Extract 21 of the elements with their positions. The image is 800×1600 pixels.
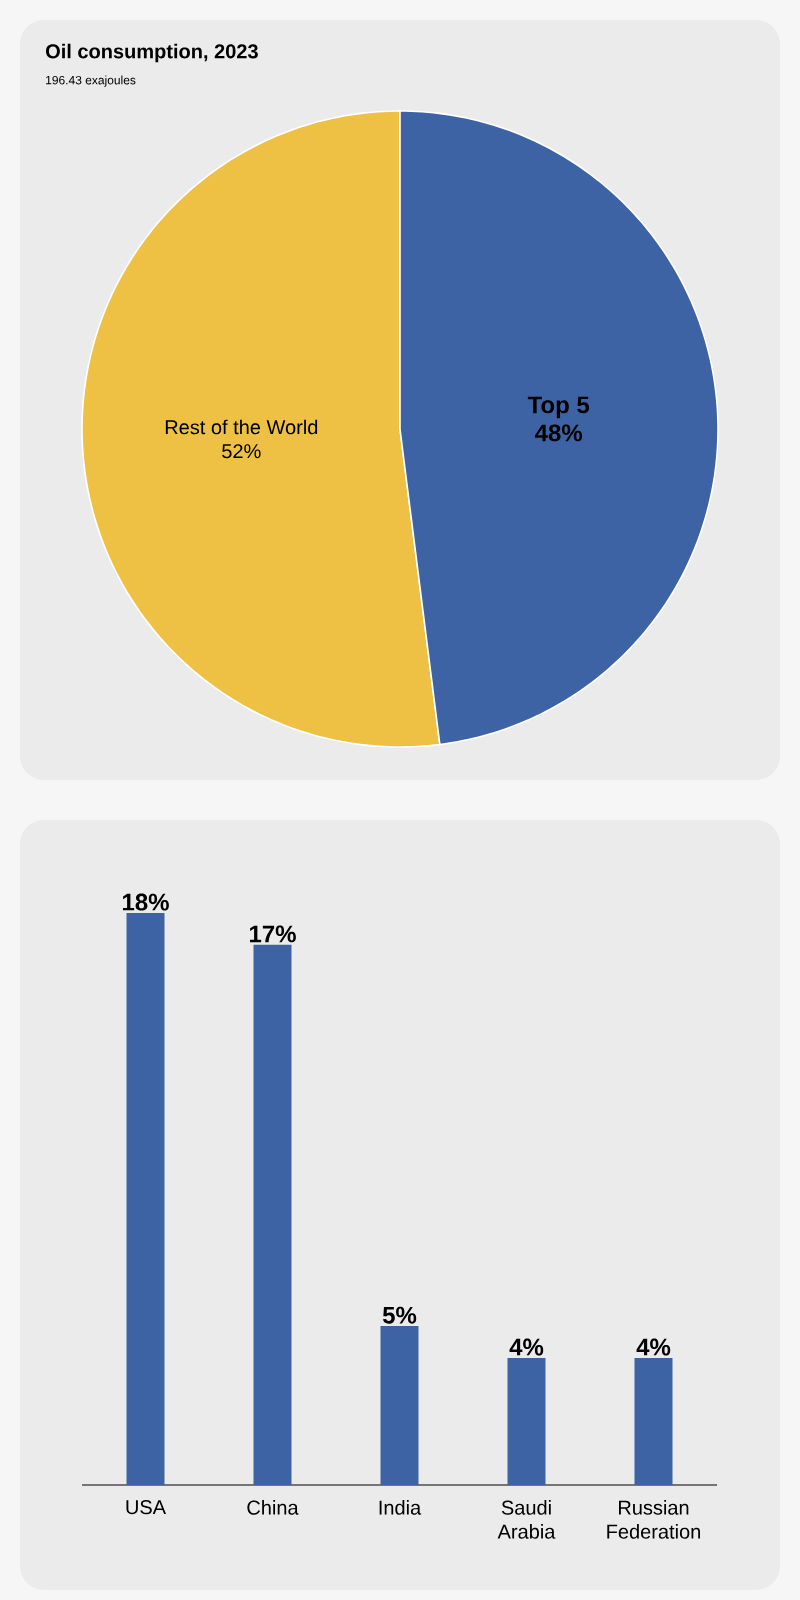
- data-label: 52%: [222, 444, 261, 459]
- bar: [253, 944, 292, 1485]
- data-label: 4%: [509, 1338, 544, 1356]
- data-label: 4%: [636, 1338, 671, 1356]
- bar: [126, 912, 165, 1485]
- bar: [634, 1357, 673, 1485]
- bar: [507, 1357, 546, 1485]
- slice-label: Rest of the World: [165, 419, 318, 435]
- chart-subtitle: 196.43 exajoules: [46, 75, 136, 87]
- data-label: 18%: [122, 893, 169, 911]
- slice-label: Top 5: [527, 396, 590, 419]
- x-tick-label: China: [247, 1500, 299, 1515]
- data-label: 17%: [249, 925, 296, 943]
- x-tick-label: Saudi Arabia: [497, 1500, 556, 1539]
- x-tick-label: Russian Federation: [607, 1500, 700, 1539]
- data-label: 5%: [382, 1306, 417, 1324]
- chart-title: Oil consumption, 2023: [46, 43, 258, 63]
- x-tick-label: USA: [126, 1500, 167, 1515]
- data-label: 48%: [535, 424, 583, 442]
- bar: [380, 1326, 419, 1485]
- x-tick-label: India: [379, 1500, 422, 1515]
